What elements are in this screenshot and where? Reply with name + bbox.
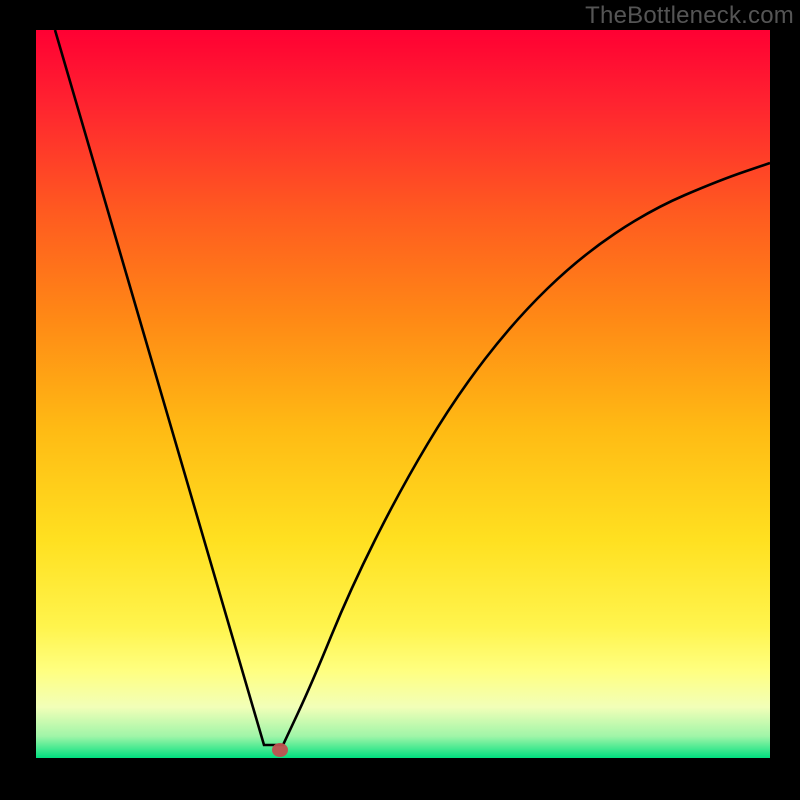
plot-background	[36, 30, 770, 758]
watermark-text: TheBottleneck.com	[585, 0, 800, 30]
marker-dot	[272, 743, 288, 757]
